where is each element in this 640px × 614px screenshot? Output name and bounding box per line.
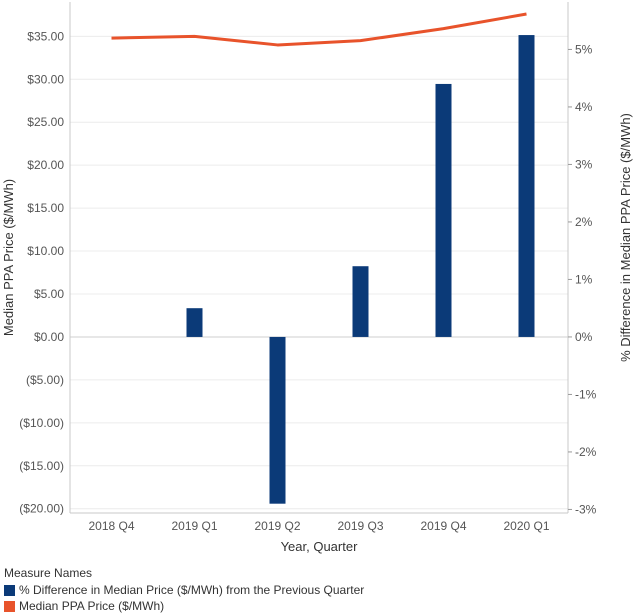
left-axis-title: Median PPA Price ($/MWh)	[1, 179, 16, 336]
left-axis-ticks: $35.00 $30.00 $25.00 $20.00 $15.00 $10.00 $5.0…	[19, 29, 64, 515]
axes	[69, 2, 569, 514]
left-tick-label: $15.00	[27, 201, 64, 215]
left-tick-label: $35.00	[27, 29, 64, 43]
bar[interactable]	[269, 336, 286, 504]
legend: Measure Names % Difference in Median Pri…	[4, 566, 364, 614]
right-tick-label: 3%	[575, 157, 593, 171]
right-tick-label: 0%	[575, 330, 593, 344]
bar[interactable]	[435, 83, 452, 337]
right-axis-title: % Difference in Median PPA Price ($/MWh)	[618, 113, 633, 362]
left-tick-label: $25.00	[27, 115, 64, 129]
legend-label: % Difference in Median Price ($/MWh) fro…	[19, 583, 365, 597]
x-tick-label: 2019 Q2	[254, 519, 300, 533]
x-tick-label: 2018 Q4	[88, 519, 134, 533]
legend-title: Measure Names	[4, 566, 93, 580]
legend-item-pct-difference[interactable]: % Difference in Median Price ($/MWh) fro…	[4, 582, 364, 598]
right-tick-label: 2%	[575, 215, 593, 229]
left-tick-label: $0.00	[34, 330, 64, 344]
left-tick-label: ($20.00)	[19, 502, 64, 516]
right-tick-label: -1%	[575, 387, 597, 401]
x-tick-label: 2019 Q1	[171, 519, 217, 533]
legend-item-median-price[interactable]: Median PPA Price ($/MWh)	[4, 598, 364, 614]
x-tick-label: 2020 Q1	[503, 519, 549, 533]
line-path[interactable]	[111, 12, 527, 47]
right-tick-label: -3%	[575, 502, 597, 516]
legend-swatch	[4, 584, 15, 596]
left-tick-label: $20.00	[27, 158, 64, 172]
left-tick-label: ($15.00)	[19, 459, 64, 473]
gridlines	[70, 35, 568, 510]
right-tick-label: 5%	[575, 42, 593, 56]
left-tick-label: ($10.00)	[19, 416, 64, 430]
left-tick-label: $10.00	[27, 244, 64, 258]
x-axis-ticks: 2018 Q4 2019 Q1 2019 Q2 2019 Q3 2019 Q4 2020 …	[88, 519, 549, 533]
bar[interactable]	[518, 35, 535, 337]
legend-swatch	[4, 600, 15, 612]
x-tick-label: 2019 Q3	[337, 519, 383, 533]
right-axis-ticks: 5% 4% 3% 2% 1% 0% -1% -2% -3%	[568, 42, 597, 516]
x-axis-title: Year, Quarter	[281, 539, 359, 554]
right-tick-label: 4%	[575, 100, 593, 114]
legend-label: Median PPA Price ($/MWh)	[19, 599, 165, 613]
right-tick-label: -2%	[575, 445, 597, 459]
bar[interactable]	[186, 308, 203, 337]
line-series	[111, 12, 527, 47]
bar-series	[186, 35, 535, 504]
left-tick-label: ($5.00)	[26, 373, 64, 387]
left-tick-label: $5.00	[34, 287, 64, 301]
bar[interactable]	[352, 266, 369, 337]
right-tick-label: 1%	[575, 272, 593, 286]
chart: $35.00 $30.00 $25.00 $20.00 $15.00 $10.00 $5.0…	[1, 2, 633, 554]
left-tick-label: $30.00	[27, 72, 64, 86]
x-tick-label: 2019 Q4	[420, 519, 466, 533]
